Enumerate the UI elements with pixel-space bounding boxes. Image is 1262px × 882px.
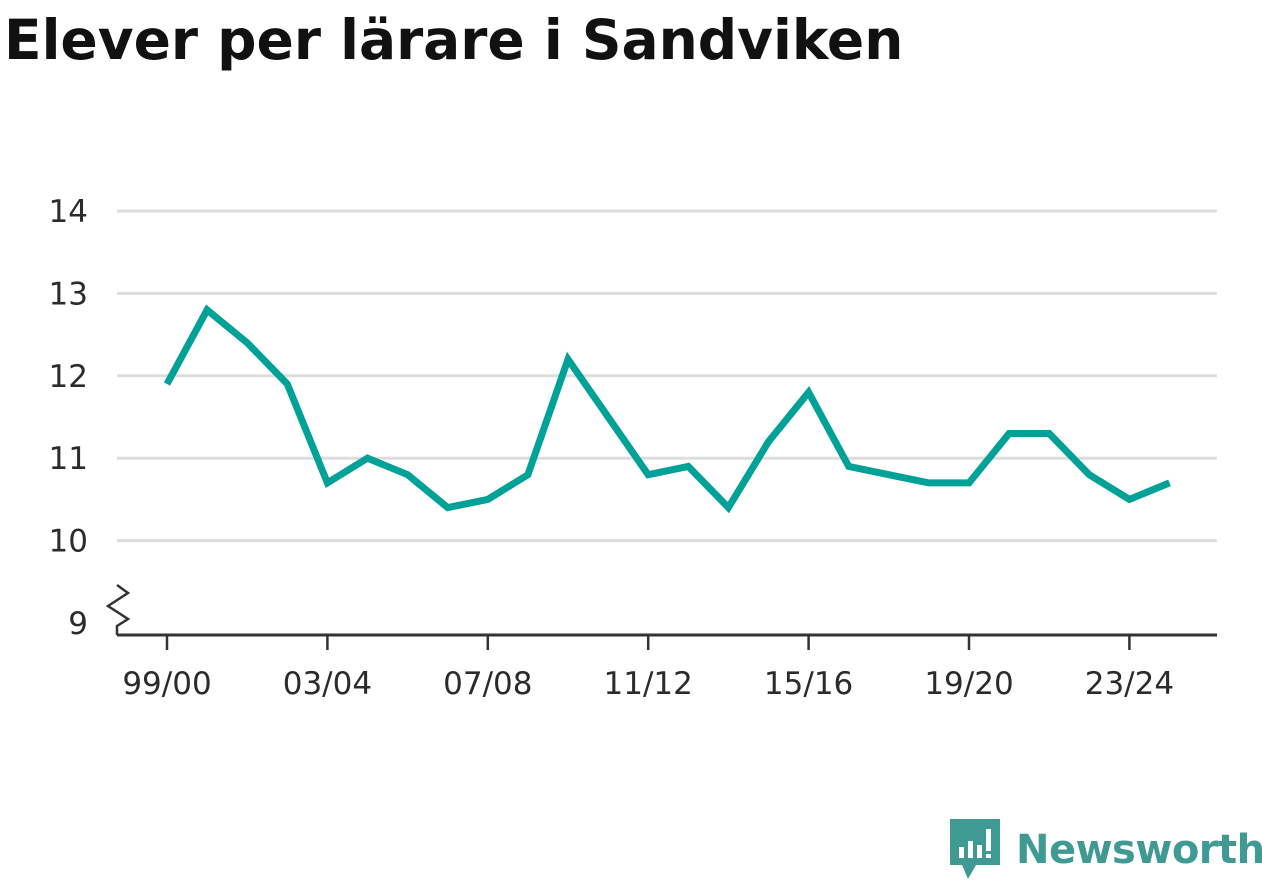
x-tick-label-23-24: 23/24 (1085, 666, 1174, 702)
y-tick-label-9: 9 (68, 606, 88, 642)
brand: Newsworthy (950, 818, 1262, 882)
brand-name: Newsworthy (1016, 827, 1262, 873)
y-tick-label-13: 13 (49, 276, 88, 312)
y-tick-label-14: 14 (49, 194, 88, 230)
x-tick-label-19-20: 19/20 (924, 666, 1013, 702)
y-axis-ticks: 9 10 11 12 13 14 (49, 194, 88, 642)
x-tick-label-15-16: 15/16 (764, 666, 853, 702)
series-group (167, 310, 1170, 508)
x-tick-label-99-00: 99/00 (122, 666, 211, 702)
y-tick-label-10: 10 (49, 524, 88, 560)
y-axis-break-icon (108, 585, 128, 635)
x-tick-label-03-04: 03/04 (283, 666, 372, 702)
x-axis-ticks: 99/00 03/04 07/08 11/12 15/16 19/20 23/24 (122, 635, 1174, 702)
x-tick-label-11-12: 11/12 (604, 666, 693, 702)
y-tick-label-11: 11 (49, 441, 88, 477)
x-tick-label-07-08: 07/08 (443, 666, 532, 702)
series-line-0 (167, 310, 1170, 508)
y-tick-label-12: 12 (49, 359, 88, 395)
newsworthy-logo-icon (950, 819, 1000, 881)
